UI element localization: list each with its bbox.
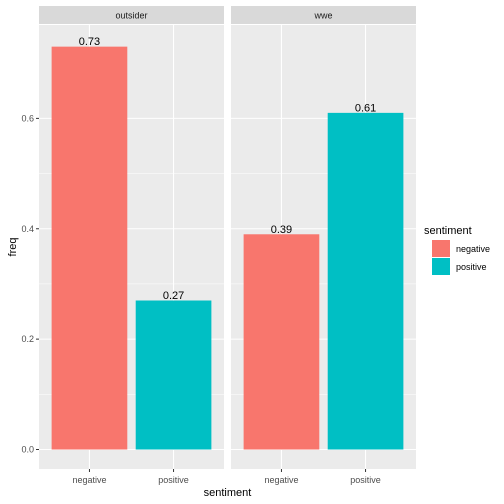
y-tick-label: 0.2 xyxy=(21,334,34,344)
bar-wwe-negative[interactable] xyxy=(243,234,320,450)
facet-strip-label: wwe xyxy=(313,11,332,21)
y-axis-title: freq xyxy=(7,238,19,257)
facet-strip-label: outsider xyxy=(115,11,147,21)
bar-label-outsider-negative: 0.73 xyxy=(79,36,100,48)
bar-outsider-positive[interactable] xyxy=(135,300,212,450)
bar-label-wwe-negative: 0.39 xyxy=(271,224,292,236)
legend-key-positive xyxy=(432,258,450,275)
legend-label: positive xyxy=(456,262,487,272)
legend-key-negative xyxy=(432,240,450,257)
bar-outsider-negative[interactable] xyxy=(51,46,128,450)
x-tick-label: positive xyxy=(158,475,189,485)
facet-strip-wwe xyxy=(231,6,416,24)
x-tick-label: negative xyxy=(72,475,106,485)
legend-title: sentiment xyxy=(424,225,472,237)
bar-label-outsider-positive: 0.27 xyxy=(163,290,184,302)
legend-label: negative xyxy=(456,244,490,254)
y-tick-label: 0.0 xyxy=(21,445,34,455)
y-tick-label: 0.6 xyxy=(21,113,34,123)
facet-strip-outsider xyxy=(39,6,224,24)
bar-wwe-positive[interactable] xyxy=(327,112,404,450)
x-tick-label: positive xyxy=(350,475,381,485)
x-tick-label: negative xyxy=(264,475,298,485)
x-axis-title: sentiment xyxy=(204,487,252,499)
y-tick-label: 0.4 xyxy=(21,224,34,234)
bar-label-wwe-positive: 0.61 xyxy=(355,102,376,114)
